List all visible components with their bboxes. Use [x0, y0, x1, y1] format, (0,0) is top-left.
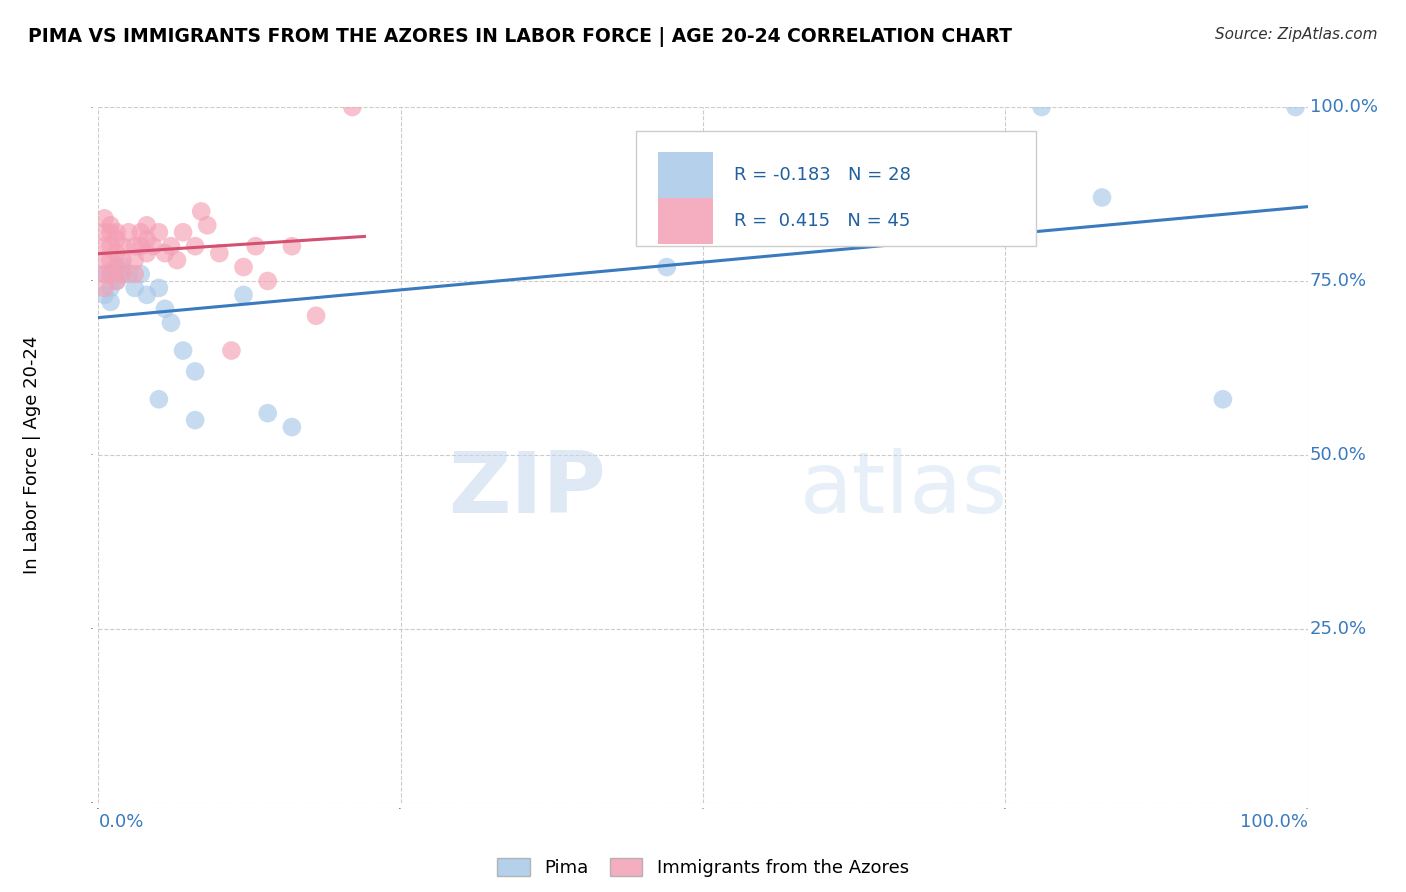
Point	[232, 288, 254, 302]
Point	[100, 253, 122, 268]
Point	[105, 274, 128, 288]
Point	[93, 253, 115, 268]
Text: 50.0%: 50.0%	[1310, 446, 1367, 464]
Point	[124, 281, 146, 295]
Text: 75.0%: 75.0%	[1310, 272, 1367, 290]
Point	[184, 364, 207, 378]
Point	[184, 413, 207, 427]
Point	[111, 260, 134, 274]
Point	[100, 239, 122, 253]
Point	[256, 274, 278, 288]
Point	[172, 343, 194, 358]
Point	[118, 225, 141, 239]
Text: R = -0.183   N = 28: R = -0.183 N = 28	[734, 166, 911, 184]
Point	[93, 281, 115, 295]
Point	[93, 288, 115, 302]
Point	[93, 211, 115, 226]
Point	[153, 246, 176, 260]
Text: atlas: atlas	[800, 448, 1008, 532]
Point	[281, 239, 304, 253]
Point	[135, 288, 157, 302]
Point	[105, 225, 128, 239]
Point	[93, 267, 115, 281]
Point	[111, 267, 134, 281]
Point	[100, 219, 122, 233]
Point	[135, 246, 157, 260]
Point	[111, 239, 134, 253]
Point	[1091, 190, 1114, 204]
Point	[1031, 100, 1053, 114]
Point	[305, 309, 328, 323]
Point	[100, 225, 122, 239]
Point	[135, 219, 157, 233]
Point	[111, 253, 134, 268]
Point	[111, 267, 134, 281]
Point	[148, 225, 170, 239]
Point	[93, 225, 115, 239]
Point	[142, 239, 165, 253]
Legend: Pima, Immigrants from the Azores: Pima, Immigrants from the Azores	[489, 850, 917, 884]
Point	[135, 232, 157, 246]
Point	[105, 260, 128, 274]
Text: 0.0%: 0.0%	[98, 814, 143, 831]
Point	[256, 406, 278, 420]
Point	[124, 253, 146, 268]
Point	[93, 239, 115, 253]
FancyBboxPatch shape	[658, 153, 713, 198]
Point	[172, 225, 194, 239]
Point	[148, 281, 170, 295]
Point	[166, 253, 188, 268]
Point	[100, 267, 122, 281]
Point	[160, 316, 183, 330]
Point	[100, 294, 122, 309]
Point	[93, 267, 115, 281]
Point	[118, 267, 141, 281]
Point	[245, 239, 267, 253]
Point	[208, 246, 231, 260]
Text: 100.0%: 100.0%	[1240, 814, 1308, 831]
Point	[190, 204, 212, 219]
Point	[105, 274, 128, 288]
Point	[124, 267, 146, 281]
Point	[100, 281, 122, 295]
Point	[129, 239, 152, 253]
Point	[1284, 100, 1306, 114]
Point	[184, 239, 207, 253]
Point	[281, 420, 304, 434]
Point	[105, 232, 128, 246]
Point	[160, 239, 183, 253]
Point	[195, 219, 218, 233]
Point	[1212, 392, 1234, 407]
FancyBboxPatch shape	[658, 198, 713, 244]
Point	[153, 301, 176, 316]
FancyBboxPatch shape	[637, 131, 1035, 246]
Text: In Labor Force | Age 20-24: In Labor Force | Age 20-24	[22, 335, 41, 574]
Point	[100, 267, 122, 281]
Point	[105, 260, 128, 274]
Text: ZIP: ZIP	[449, 448, 606, 532]
Point	[105, 246, 128, 260]
Text: 25.0%: 25.0%	[1310, 620, 1367, 638]
Text: 100.0%: 100.0%	[1310, 98, 1378, 116]
Point	[124, 239, 146, 253]
Text: R =  0.415   N = 45: R = 0.415 N = 45	[734, 212, 911, 230]
Text: PIMA VS IMMIGRANTS FROM THE AZORES IN LABOR FORCE | AGE 20-24 CORRELATION CHART: PIMA VS IMMIGRANTS FROM THE AZORES IN LA…	[28, 27, 1012, 46]
Point	[221, 343, 243, 358]
Point	[342, 100, 364, 114]
Point	[655, 260, 678, 274]
Point	[129, 267, 152, 281]
Text: Source: ZipAtlas.com: Source: ZipAtlas.com	[1215, 27, 1378, 42]
Point	[148, 392, 170, 407]
Point	[129, 225, 152, 239]
Point	[232, 260, 254, 274]
